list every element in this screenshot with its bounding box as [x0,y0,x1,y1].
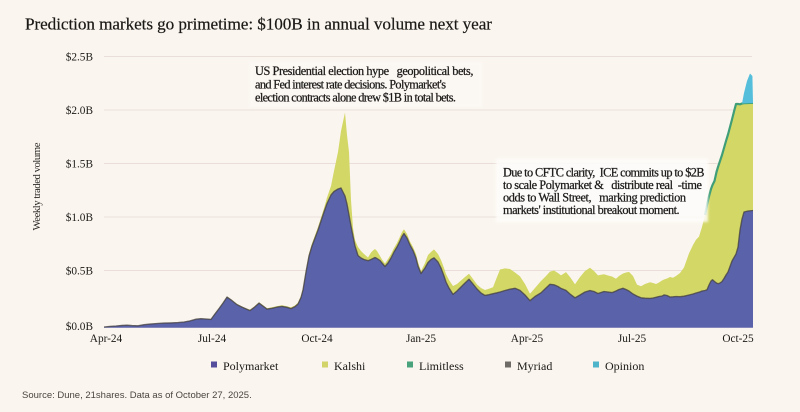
svg-text:Myriad: Myriad [517,359,552,373]
svg-text:$2.5B: $2.5B [66,52,93,64]
svg-text:to scale Polymarket & distri: to scale Polymarket & distribute real -t… [503,178,703,192]
svg-text:$1.0B: $1.0B [66,212,93,224]
svg-text:Oct-24: Oct-24 [301,333,333,345]
svg-text:Weekly traded volume: Weekly traded volume [31,142,43,230]
svg-text:US Presidential election hype: US Presidential election hype geopolitic… [255,64,474,78]
svg-text:Limitless: Limitless [419,359,464,373]
svg-text:Jul-25: Jul-25 [618,333,647,345]
svg-text:Polymarket: Polymarket [223,359,279,373]
svg-text:Oct-25: Oct-25 [722,333,754,345]
svg-text:and Fed interest rate decision: and Fed interest rate decisions. Polymar… [255,77,446,91]
svg-text:Prediction markets go primetim: Prediction markets go primetime: $100B i… [25,15,492,34]
svg-text:$2.0B: $2.0B [66,105,93,117]
svg-text:$0.0B: $0.0B [66,321,93,333]
svg-text:Apr-25: Apr-25 [511,333,544,345]
svg-text:markets' institutional breakou: markets' institutional breakout moment. [503,203,680,217]
svg-text:Jul-24: Jul-24 [198,333,227,345]
svg-text:election contracts alone drew: election contracts alone drew $1B in tot… [255,91,456,105]
svg-text:odds to Wall Street, marking: odds to Wall Street, marking prediction [503,191,686,205]
svg-text:$1.5B: $1.5B [66,159,93,171]
svg-text:Apr-24: Apr-24 [90,333,123,345]
svg-text:Jan-25: Jan-25 [406,333,436,345]
svg-text:Source: Dune, 21shares. Data a: Source: Dune, 21shares. Data as of Octob… [22,390,252,401]
svg-text:Kalshi: Kalshi [334,359,366,373]
svg-text:Opinion: Opinion [605,359,644,373]
svg-text:$0.5B: $0.5B [66,266,93,278]
svg-text:Due to CFTC clarity, ICE comm: Due to CFTC clarity, ICE commits up to $… [503,166,705,180]
